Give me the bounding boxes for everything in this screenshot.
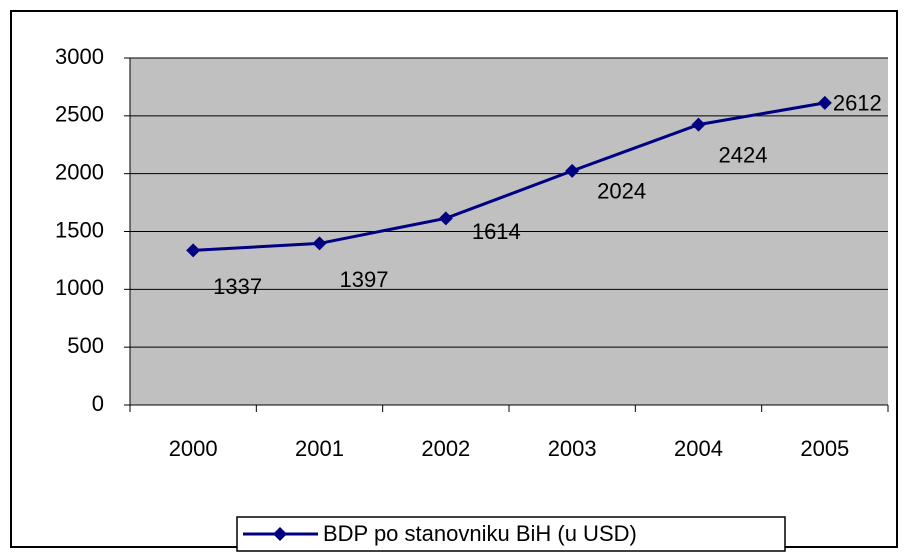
y-tick-label: 0 (92, 391, 104, 416)
data-point (186, 243, 201, 258)
x-tick-label: 2004 (674, 436, 723, 461)
y-tick-label: 2500 (55, 102, 104, 127)
data-point (565, 163, 580, 178)
y-tick-label: 2000 (55, 159, 104, 184)
data-label: 2424 (719, 142, 768, 167)
x-tick-label: 2003 (548, 436, 597, 461)
data-point (817, 95, 832, 110)
y-tick-label: 500 (67, 333, 104, 358)
data-label: 2024 (597, 179, 646, 204)
data-label: 2612 (833, 91, 882, 116)
data-label: 1337 (213, 274, 262, 299)
legend-label: BDP po stanovniku BiH (u USD) (323, 521, 637, 546)
x-tick-label: 2002 (421, 436, 470, 461)
y-tick-label: 1000 (55, 275, 104, 300)
data-label: 1614 (472, 219, 521, 244)
data-point (312, 236, 327, 251)
y-tick-label: 1500 (55, 217, 104, 242)
data-line (193, 101, 826, 252)
x-tick-label: 2001 (295, 436, 344, 461)
y-tick-label: 3000 (55, 44, 104, 69)
legend-box (236, 516, 786, 552)
legend-marker (273, 527, 287, 541)
data-point (691, 117, 706, 132)
data-point (438, 211, 453, 226)
x-tick-label: 2000 (169, 436, 218, 461)
x-tick-label: 2005 (800, 436, 849, 461)
data-label: 1397 (340, 267, 389, 292)
